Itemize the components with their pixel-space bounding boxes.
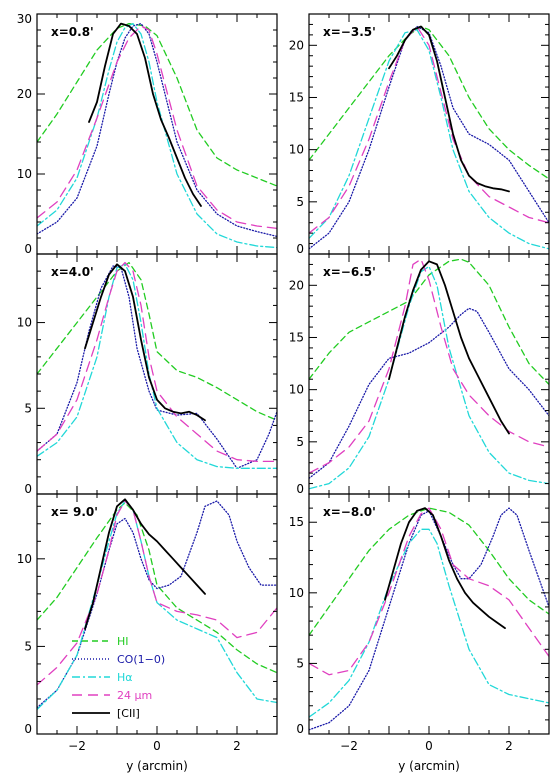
- panel-label: x= 9.0': [51, 505, 98, 519]
- panel-5: 0 5 10 −2 0 2 x= 9.0': [17, 493, 278, 753]
- series-line-co-1-0: [309, 307, 549, 479]
- series-line-24-m: [37, 500, 277, 686]
- series-line-h: [37, 500, 277, 711]
- panels-layer: 0102030x=0.8'05101520x=−3.5'0510x=4.0'05…: [17, 12, 550, 753]
- y-tick-label: 0: [296, 242, 304, 256]
- x-tick-label: 2: [505, 739, 513, 753]
- plot-frame: [36, 253, 278, 495]
- legend-item-h: Hα: [72, 671, 133, 684]
- x-tick-label: −2: [68, 739, 86, 753]
- legend-label: HI: [117, 635, 129, 648]
- x-axis-titles: y (arcmin) y (arcmin): [126, 759, 460, 773]
- y-tick-label: 10: [17, 167, 32, 181]
- y-tick-label: 0: [24, 482, 32, 496]
- series-line-cii: [88, 22, 202, 207]
- plot-frame: [36, 13, 278, 255]
- panel-3-series: [37, 261, 277, 469]
- series-line-24-m: [37, 25, 277, 230]
- series-line-hi: [309, 507, 549, 636]
- x-axis-title: y (arcmin): [398, 759, 460, 773]
- panel-5-series: [37, 498, 277, 711]
- series-line-co-1-0: [37, 500, 277, 709]
- series-line-hi: [37, 261, 277, 421]
- y-tick-label: 20: [289, 38, 304, 52]
- series-line-h: [37, 22, 277, 249]
- series-line-hi: [37, 22, 277, 187]
- legend-item-24-m: 24 μm: [72, 689, 152, 702]
- legend-item-hi: HI: [72, 635, 129, 648]
- x-tick-label: 0: [425, 739, 433, 753]
- y-tick-label: 30: [17, 12, 32, 26]
- series-line-cii: [388, 260, 510, 435]
- y-tick-label: 0: [296, 722, 304, 736]
- y-tick-label: 5: [296, 435, 304, 449]
- y-tick-label: 10: [289, 143, 304, 157]
- panel-1-series: [37, 22, 277, 249]
- y-tick-label: 20: [17, 87, 32, 101]
- panel-label: x=−3.5': [323, 25, 376, 39]
- panel-6-series: [309, 507, 549, 731]
- series-line-24-m: [37, 261, 277, 463]
- x-tick-label: 0: [153, 739, 161, 753]
- series-line-24-m: [309, 25, 549, 234]
- y-tick-label: 10: [17, 552, 32, 566]
- series-line-cii: [84, 498, 206, 630]
- series-line-h: [309, 265, 549, 490]
- series-line-24-m: [309, 258, 549, 474]
- legend-label: 24 μm: [117, 689, 152, 702]
- y-tick-label: 20: [289, 278, 304, 292]
- series-line-hi: [309, 25, 549, 180]
- y-tick-label: 5: [24, 639, 32, 653]
- series-line-co-1-0: [37, 22, 277, 238]
- panel-4: 0 5 10 15 20 x=−6.5': [289, 253, 550, 496]
- y-tick-label: 0: [296, 482, 304, 496]
- y-tick-label: 15: [289, 90, 304, 104]
- y-tick-label: 5: [296, 195, 304, 209]
- panel-label: x=4.0': [51, 265, 94, 279]
- panel-label: x=0.8': [51, 25, 94, 39]
- x-axis-title: y (arcmin): [126, 759, 188, 773]
- legend-item-cii: [CII]: [72, 707, 140, 720]
- plot-frame: [308, 253, 550, 495]
- y-tick-label: 10: [289, 586, 304, 600]
- y-tick-label: 10: [17, 316, 32, 330]
- y-tick-label: 0: [24, 722, 32, 736]
- plot-frame: [36, 493, 278, 735]
- y-tick-label: 5: [296, 656, 304, 670]
- series-line-cii: [388, 25, 510, 193]
- y-tick-label: 15: [289, 515, 304, 529]
- x-tick-label: 2: [233, 739, 241, 753]
- legend-label: CO(1−0): [117, 653, 165, 666]
- series-line-co-1-0: [37, 265, 277, 469]
- series-line-24-m: [309, 507, 549, 676]
- legend-label: [CII]: [117, 707, 140, 720]
- x-tick-label: −2: [340, 739, 358, 753]
- series-line-co-1-0: [309, 507, 549, 731]
- panel-6: 0 5 10 15 −2 0 2 x=−8.0': [289, 493, 550, 753]
- series-line-co-1-0: [309, 25, 549, 250]
- series-line-cii: [84, 263, 206, 422]
- y-tick-label: 10: [289, 383, 304, 397]
- panel-1: 0 10 20 30 x=0.8': [17, 12, 278, 256]
- y-tick-label: 0: [24, 242, 32, 256]
- panel-4-series: [309, 258, 549, 490]
- series-line-hi: [37, 502, 277, 674]
- series-line-h: [309, 528, 549, 718]
- panel-2: 0 5 10 15 20 x=−3.5': [289, 13, 550, 256]
- y-tick-label: 15: [289, 330, 304, 344]
- series-line-h: [37, 263, 277, 469]
- y-tick-label: 5: [24, 401, 32, 415]
- panel-label: x=−6.5': [323, 265, 376, 279]
- legend-item-co-1-0: CO(1−0): [72, 653, 165, 666]
- series-line-h: [309, 29, 549, 250]
- series-line-cii: [384, 507, 506, 629]
- legend-label: Hα: [117, 671, 133, 684]
- panel-label: x=−8.0': [323, 505, 376, 519]
- legend: HI CO(1−0) Hα 24 μm [CII]: [72, 635, 165, 720]
- plot-frame: [308, 13, 550, 255]
- panel-3: 0 5 10 x=4.0': [17, 253, 278, 496]
- panel-2-series: [309, 25, 549, 250]
